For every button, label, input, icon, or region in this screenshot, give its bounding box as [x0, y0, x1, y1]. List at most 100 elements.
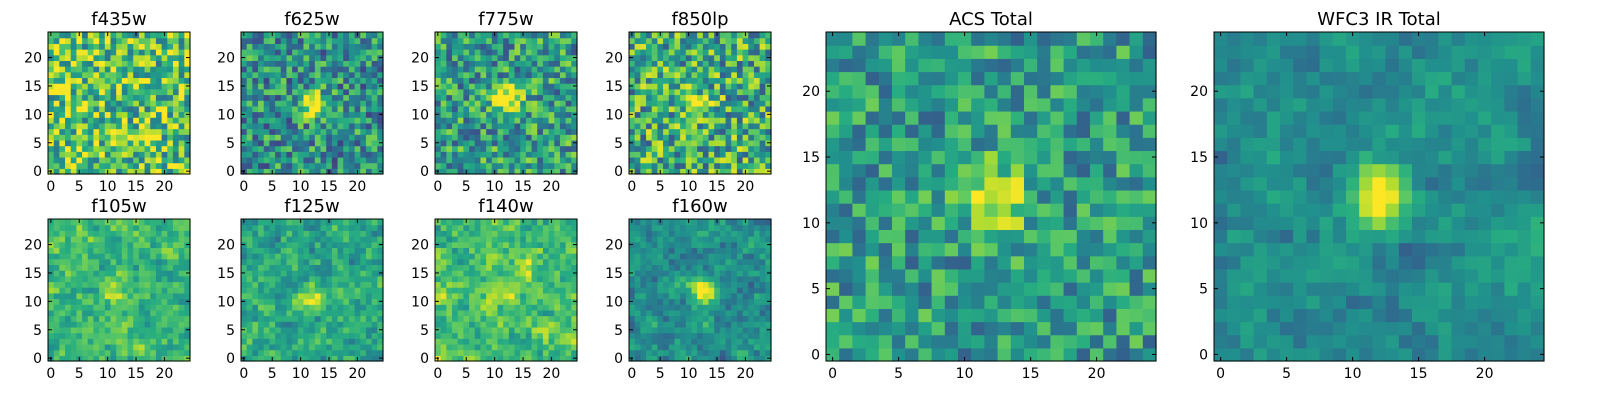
heatmap-cell — [155, 37, 163, 44]
heatmap-cell — [53, 54, 60, 61]
heatmap-cell — [554, 247, 561, 254]
heatmap-cell — [138, 304, 146, 311]
heatmap-cell — [309, 122, 316, 130]
heatmap-cell — [691, 315, 698, 322]
heatmap-cell — [759, 281, 766, 288]
heatmap-cell — [93, 230, 100, 237]
heatmap-cell — [554, 270, 561, 277]
heatmap-cell — [629, 151, 636, 158]
heatmap-cell — [474, 298, 482, 305]
heatmap-cell — [697, 134, 704, 141]
heatmap-cell — [144, 309, 151, 317]
heatmap-cell — [144, 37, 151, 44]
heatmap-cell — [714, 139, 721, 147]
heatmap-cell — [354, 54, 361, 61]
heatmap-cell — [127, 43, 134, 50]
heatmap-cell — [708, 88, 715, 96]
heatmap-cell — [314, 145, 322, 152]
heatmap-cell — [326, 49, 333, 56]
heatmap-cell — [127, 134, 134, 141]
heatmap-cell — [486, 275, 493, 283]
heatmap-cell — [514, 349, 521, 356]
heatmap-cell — [491, 117, 499, 124]
heatmap-cell — [674, 105, 681, 113]
heatmap-cell — [263, 338, 270, 345]
heatmap-cell — [48, 77, 55, 84]
heatmap-cell — [53, 349, 60, 356]
heatmap-cell — [360, 100, 367, 107]
heatmap-cell — [252, 258, 259, 266]
heatmap-cell — [651, 43, 658, 50]
heatmap-cell — [172, 321, 180, 328]
heatmap-cell — [354, 343, 361, 351]
heatmap-cell — [725, 134, 732, 141]
heatmap-cell — [565, 253, 572, 260]
heatmap-cell — [93, 156, 100, 164]
heatmap-cell — [337, 151, 344, 158]
y-tick-label: 10 — [411, 107, 429, 123]
heatmap-cell — [646, 168, 653, 175]
heatmap-cell — [87, 134, 95, 141]
heatmap-cell — [702, 54, 710, 61]
heatmap-cell — [680, 145, 687, 152]
heatmap-cell — [320, 94, 327, 101]
heatmap-cell — [537, 128, 544, 135]
heatmap-cell — [360, 32, 367, 39]
heatmap-cell — [765, 77, 772, 84]
heatmap-cell — [634, 105, 641, 113]
heatmap-cell — [121, 219, 129, 226]
heatmap-cell — [559, 105, 567, 113]
heatmap-cell — [508, 321, 516, 328]
heatmap-cell — [531, 66, 538, 73]
heatmap-cell — [275, 71, 282, 79]
heatmap-cell — [731, 309, 738, 317]
heatmap-cell — [542, 253, 550, 260]
heatmap-cell — [663, 321, 670, 328]
heatmap-cell — [246, 241, 253, 248]
heatmap-cell — [70, 270, 77, 277]
heatmap-cell — [514, 128, 521, 135]
heatmap-cell — [691, 66, 698, 73]
heatmap-cell — [354, 287, 361, 294]
heatmap-cell — [354, 162, 361, 169]
heatmap-cell — [514, 326, 521, 334]
heatmap-cell — [497, 349, 504, 356]
heatmap-cell — [634, 162, 641, 169]
heatmap-cell — [326, 264, 333, 271]
heatmap-cell — [725, 117, 732, 124]
heatmap-cell — [150, 292, 157, 300]
heatmap-cell — [360, 287, 367, 294]
heatmap-cell — [87, 60, 95, 67]
heatmap-cell — [702, 128, 710, 135]
heatmap-cell — [348, 128, 356, 135]
heatmap-cell — [65, 326, 72, 334]
heatmap-cell — [714, 134, 721, 141]
heatmap-cell — [241, 77, 248, 84]
heatmap-cell — [76, 247, 83, 254]
heatmap-cell — [753, 321, 761, 328]
heatmap-cell — [292, 264, 299, 271]
axes-frame — [628, 31, 772, 175]
heatmap-cell — [435, 247, 442, 254]
heatmap-cell — [184, 88, 191, 96]
heatmap-cell — [748, 275, 755, 283]
heatmap-cell — [719, 54, 727, 61]
heatmap-cell — [258, 134, 265, 141]
heatmap-cell — [714, 122, 721, 130]
heatmap-cell — [144, 145, 151, 152]
heatmap-cell — [691, 162, 698, 169]
heatmap-cell — [241, 43, 248, 50]
heatmap-cell — [297, 258, 305, 266]
heatmap-cell — [486, 332, 493, 339]
heatmap-cell — [76, 151, 83, 158]
heatmap-cell — [48, 349, 55, 356]
heatmap-cell — [309, 168, 316, 175]
heatmap-cell — [246, 162, 253, 169]
heatmap-cell — [452, 145, 459, 152]
heatmap-cell — [753, 326, 761, 334]
heatmap-cell — [110, 32, 117, 39]
heatmap-cell — [685, 292, 693, 300]
heatmap-cell — [82, 332, 89, 339]
heatmap-cell — [110, 292, 117, 300]
heatmap-cell — [70, 145, 77, 152]
